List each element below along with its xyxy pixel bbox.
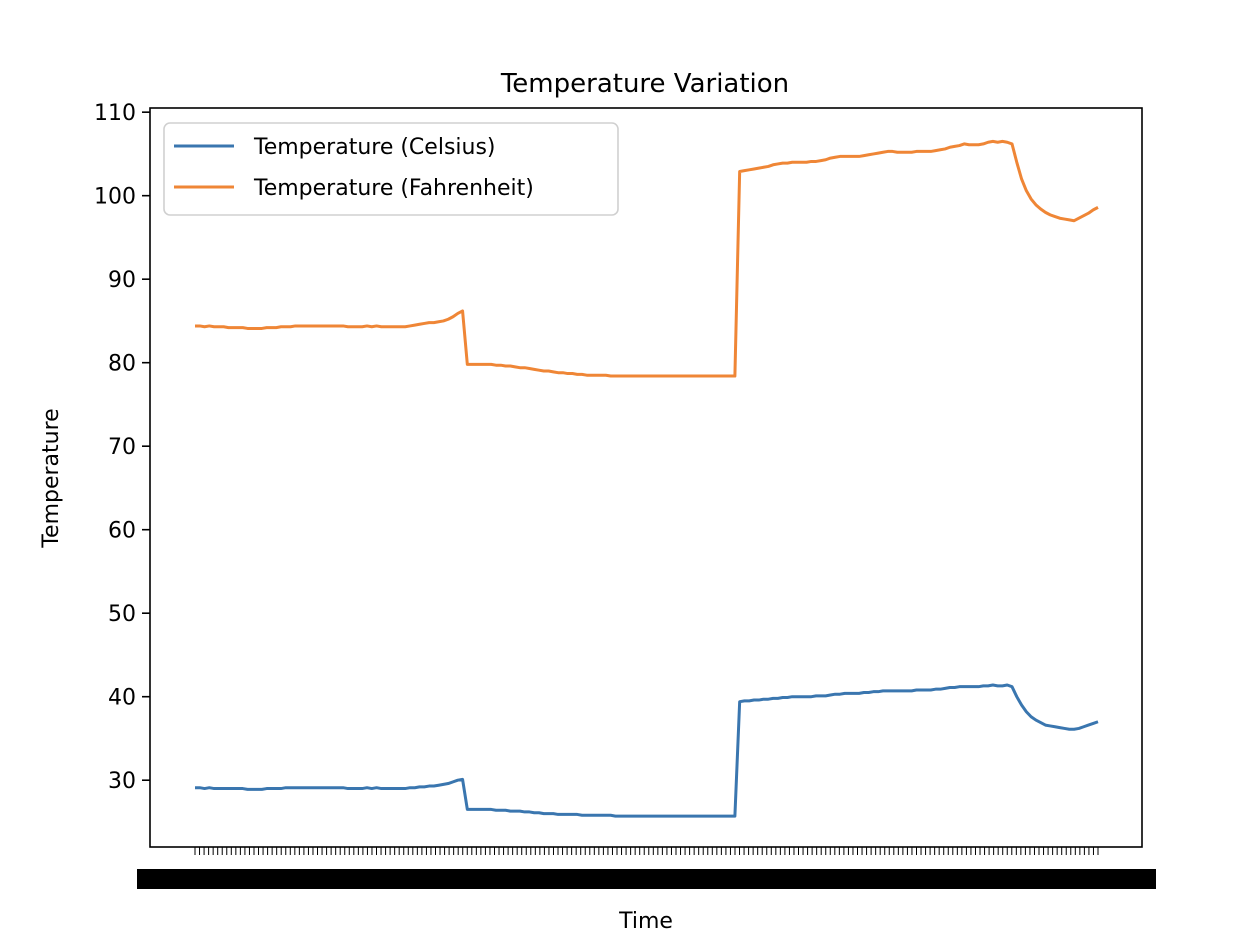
legend-box [163,122,619,216]
y-axis-title: Temperature [39,408,64,548]
legend: Temperature (Celsius) Temperature (Fahre… [163,122,619,216]
y-axis: 30 40 50 60 70 80 90 100 110 [94,101,150,794]
y-tick-label: 70 [108,435,136,460]
x-tick-labels-overlap [137,869,1156,889]
x-axis-title: Time [618,909,673,934]
y-tick-label: 100 [94,185,136,210]
legend-label-celsius: Temperature (Celsius) [253,135,496,160]
y-tick-label: 30 [108,769,136,794]
chart-title: Temperature Variation [500,69,789,99]
y-tick-label: 90 [108,268,136,293]
y-tick-label: 60 [108,519,136,544]
plot-frame [149,107,1143,848]
series-line-celsius [195,683,1099,818]
y-tick-label: 50 [108,602,136,627]
x-axis [137,847,1156,889]
y-tick-label: 110 [94,101,136,126]
y-tick-label: 80 [108,352,136,377]
series-line-fahrenheit [195,139,1099,378]
y-tick-label: 40 [108,686,136,711]
legend-label-fahrenheit: Temperature (Fahrenheit) [253,176,534,201]
series-lines [195,139,1099,818]
